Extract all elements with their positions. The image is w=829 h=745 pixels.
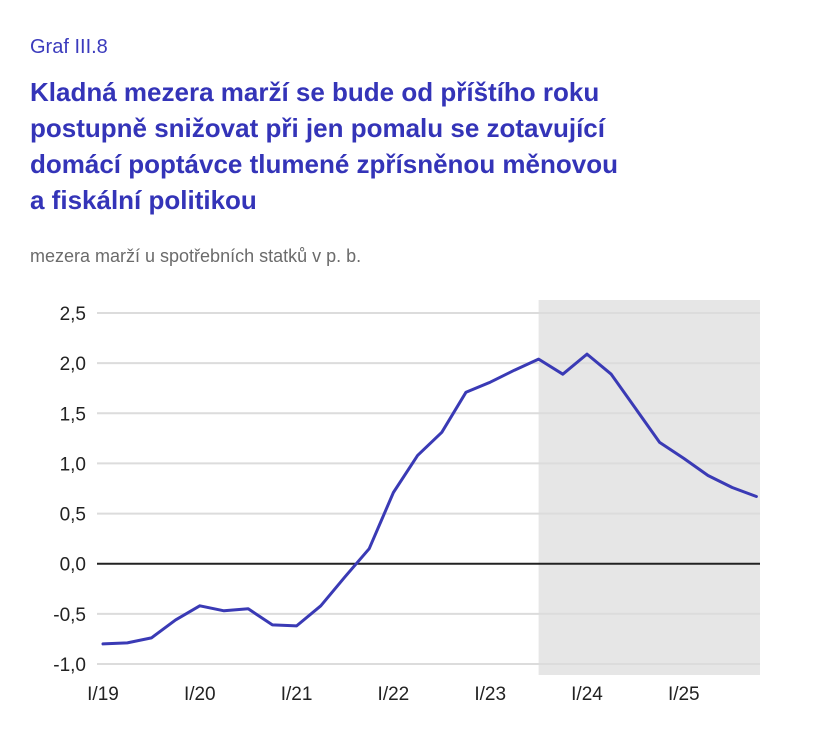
y-tick-label: 0,0 [60,555,86,576]
chart-subtitle: mezera marží u spotřebních statků v p. b… [30,246,362,266]
chart-title-line-2: postupně snižovat při jen pomalu se zota… [30,113,605,143]
chart-title-line-3: domácí poptávce tlumené zpřísněnou měnov… [30,149,618,179]
chart-title-line-4: a fiskální politikou [30,185,257,215]
x-tick-label: I/23 [474,684,506,705]
chart-title-line-1: Kladná mezera marží se bude od příštího … [30,77,600,107]
x-tick-label: I/24 [571,684,603,705]
y-tick-label: -1,0 [53,655,86,676]
y-tick-label: 0,5 [60,505,86,526]
x-tick-label: I/22 [378,684,410,705]
x-tick-label: I/21 [281,684,313,705]
forecast-band [538,300,760,675]
chart-title: Kladná mezera marží se bude od příštího … [30,74,790,218]
graph-label: Graf III.8 [30,36,108,58]
series-line [101,352,758,646]
y-tick-label: -0,5 [53,605,86,626]
y-tick-label: 2,0 [60,354,86,375]
x-tick-label: I/19 [87,684,119,705]
x-tick-label: I/25 [668,684,700,705]
x-tick-label: I/20 [184,684,216,705]
y-tick-label: 1,0 [60,454,86,475]
y-tick-label: 1,5 [60,404,86,425]
y-tick-label: 2,5 [60,304,86,325]
